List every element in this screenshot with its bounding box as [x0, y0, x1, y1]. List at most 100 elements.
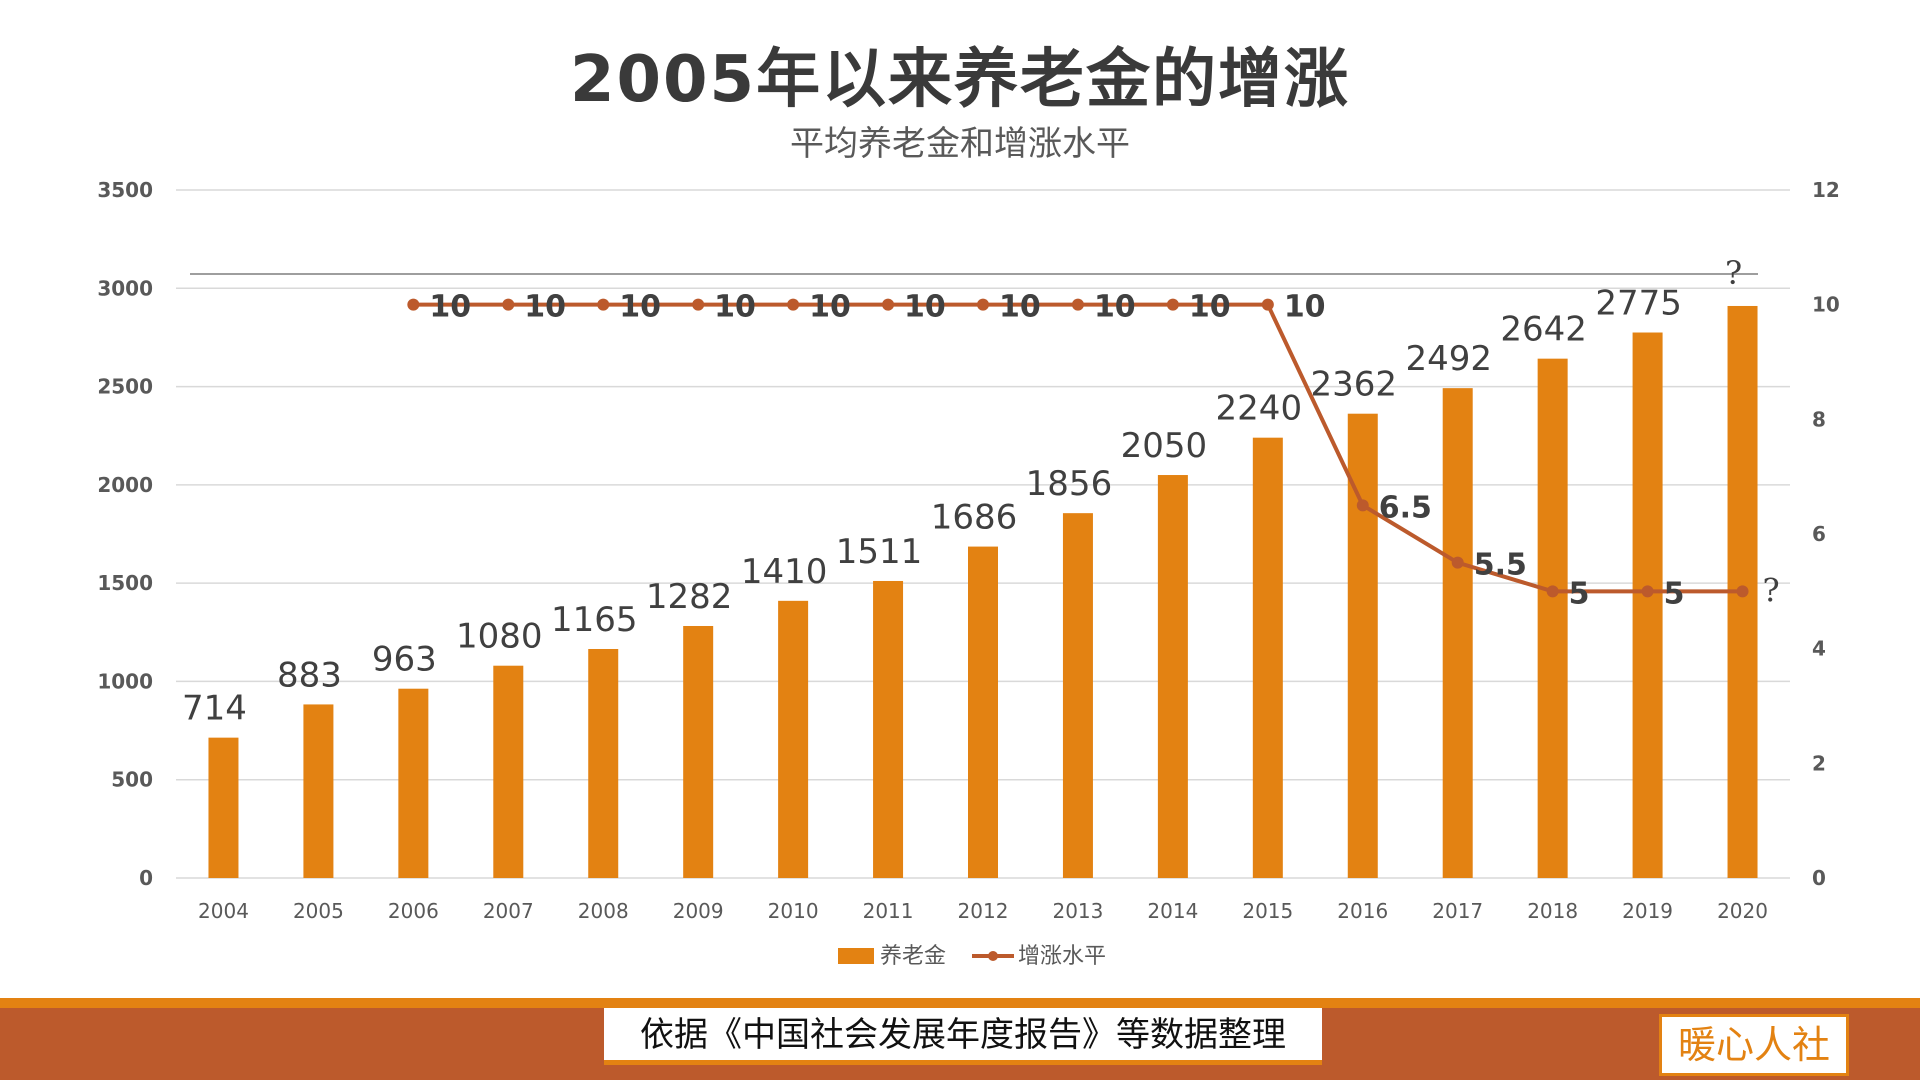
y-right-tick-label: 10: [1812, 293, 1840, 317]
y-right-tick-label: 2: [1812, 751, 1826, 775]
line-label: 5: [1569, 576, 1590, 611]
line-label: 10: [1189, 290, 1231, 325]
y-left-tick-label: 0: [139, 866, 153, 890]
bar-label: 1686: [931, 498, 1018, 538]
x-tick-label: 2010: [768, 899, 819, 923]
line-point-2012: [977, 298, 989, 311]
bar-2006: [398, 688, 429, 878]
bar-2011: [873, 580, 904, 878]
bar-label: 1410: [741, 552, 828, 592]
footer-band-top: [0, 998, 1920, 1008]
x-tick-label: 2011: [863, 899, 914, 923]
y-left-tick-label: 1500: [97, 571, 153, 595]
line-point-2015: [1261, 298, 1274, 311]
chart-title: 2005年以来养老金的增涨: [569, 43, 1351, 117]
x-tick-label: 2016: [1337, 899, 1388, 923]
x-tick-label: 2015: [1242, 899, 1293, 923]
line-point-2010: [787, 298, 800, 311]
bar-label: 1080: [456, 617, 543, 657]
bar-label: 2050: [1121, 426, 1208, 466]
y-left-tick-label: 1000: [97, 669, 153, 693]
x-tick-label: 2018: [1527, 899, 1578, 923]
x-tick-label: 2014: [1147, 899, 1198, 923]
bar-2018: [1537, 358, 1568, 878]
bar-2019: [1632, 332, 1663, 878]
line-label: 10: [904, 290, 946, 325]
line-point-2017: [1451, 556, 1464, 569]
logo: 暖心人社: [1659, 1014, 1849, 1076]
bar-label: 1165: [551, 600, 638, 640]
legend-bar-label: 养老金: [880, 944, 946, 969]
x-tick-label: 2020: [1717, 899, 1768, 923]
line-point-2011: [882, 298, 895, 311]
line-label: 6.5: [1379, 490, 1432, 525]
y-left-tick-label: 500: [111, 768, 153, 792]
bar-label: 714: [182, 689, 247, 729]
legend-bar-swatch: [838, 948, 874, 964]
bar-label: 883: [277, 655, 342, 695]
legend-line-label: 增涨水平: [1018, 944, 1106, 969]
x-tick-label: 2009: [673, 899, 724, 923]
line-label: 10: [619, 290, 661, 325]
legend-line-marker: [988, 951, 998, 961]
line-point-2008: [597, 298, 610, 311]
x-tick-label: 2013: [1052, 899, 1103, 923]
bar-label: 2240: [1216, 389, 1303, 429]
bar-2005: [303, 704, 334, 878]
bar-2010: [778, 600, 809, 878]
line-point-2014: [1166, 298, 1179, 311]
bar-2014: [1157, 475, 1188, 878]
y-left-tick-label: 3500: [97, 178, 153, 202]
source-note: 依据《中国社会发展年度报告》等数据整理: [604, 1008, 1322, 1065]
y-right-tick-label: 12: [1812, 178, 1840, 202]
bar-2009: [683, 625, 714, 878]
chart: 0 500 1000 1500 2000 2500 3000 3500 0 2 4 6 8 10 12 714…: [97, 178, 1840, 969]
y-right-tick-label: 6: [1812, 522, 1826, 546]
y-right-tick-label: 4: [1812, 637, 1826, 661]
line-point-2009: [692, 298, 705, 311]
line-point-2006: [407, 298, 420, 311]
line-point-2020: [1736, 585, 1749, 598]
bar-label: 2642: [1500, 310, 1587, 350]
line-label: 5.5: [1474, 548, 1527, 583]
bar-label: 1856: [1026, 464, 1113, 504]
bar-label: 2362: [1310, 365, 1397, 405]
x-tick-label: 2006: [388, 899, 439, 923]
line-label: 10: [1094, 290, 1136, 325]
line-label: 10: [1284, 290, 1326, 325]
bar-label: ?: [1725, 254, 1742, 292]
line-point-2007: [502, 298, 515, 311]
line-label: 10: [999, 290, 1041, 325]
line-point-2018: [1546, 585, 1559, 598]
bar-2004: [208, 737, 239, 878]
line-label: 10: [524, 290, 566, 325]
y-right-tick-label: 0: [1812, 866, 1826, 890]
bar-label: 1511: [836, 532, 923, 572]
bar-label: 963: [372, 640, 437, 680]
bar-2013: [1062, 513, 1093, 878]
bar-2016: [1347, 413, 1378, 878]
bar-label: 2775: [1595, 284, 1682, 324]
line-point-2019: [1641, 585, 1654, 598]
y-right-tick-label: 8: [1812, 407, 1826, 431]
line-label: 10: [429, 290, 471, 325]
line-point-2013: [1071, 298, 1084, 311]
y-left-tick-label: 2000: [97, 473, 153, 497]
x-tick-label: 2017: [1432, 899, 1483, 923]
bar-2012: [968, 546, 998, 878]
y-left-tick-label: 2500: [97, 375, 153, 399]
line-point-2016: [1356, 499, 1369, 512]
bar-2007: [493, 665, 524, 878]
bar-label: 2492: [1405, 339, 1492, 379]
x-tick-label: 2004: [198, 899, 249, 923]
line-label: 5: [1664, 576, 1685, 611]
x-tick-label: 2005: [293, 899, 344, 923]
line-label: 10: [809, 290, 851, 325]
bar-2017: [1442, 388, 1473, 878]
bar-label: 1282: [646, 577, 733, 617]
y-left-tick-label: 3000: [97, 276, 153, 300]
bar-2015: [1252, 437, 1283, 878]
bar-2008: [588, 648, 619, 878]
x-tick-label: 2019: [1622, 899, 1673, 923]
x-tick-label: 2012: [958, 899, 1009, 923]
